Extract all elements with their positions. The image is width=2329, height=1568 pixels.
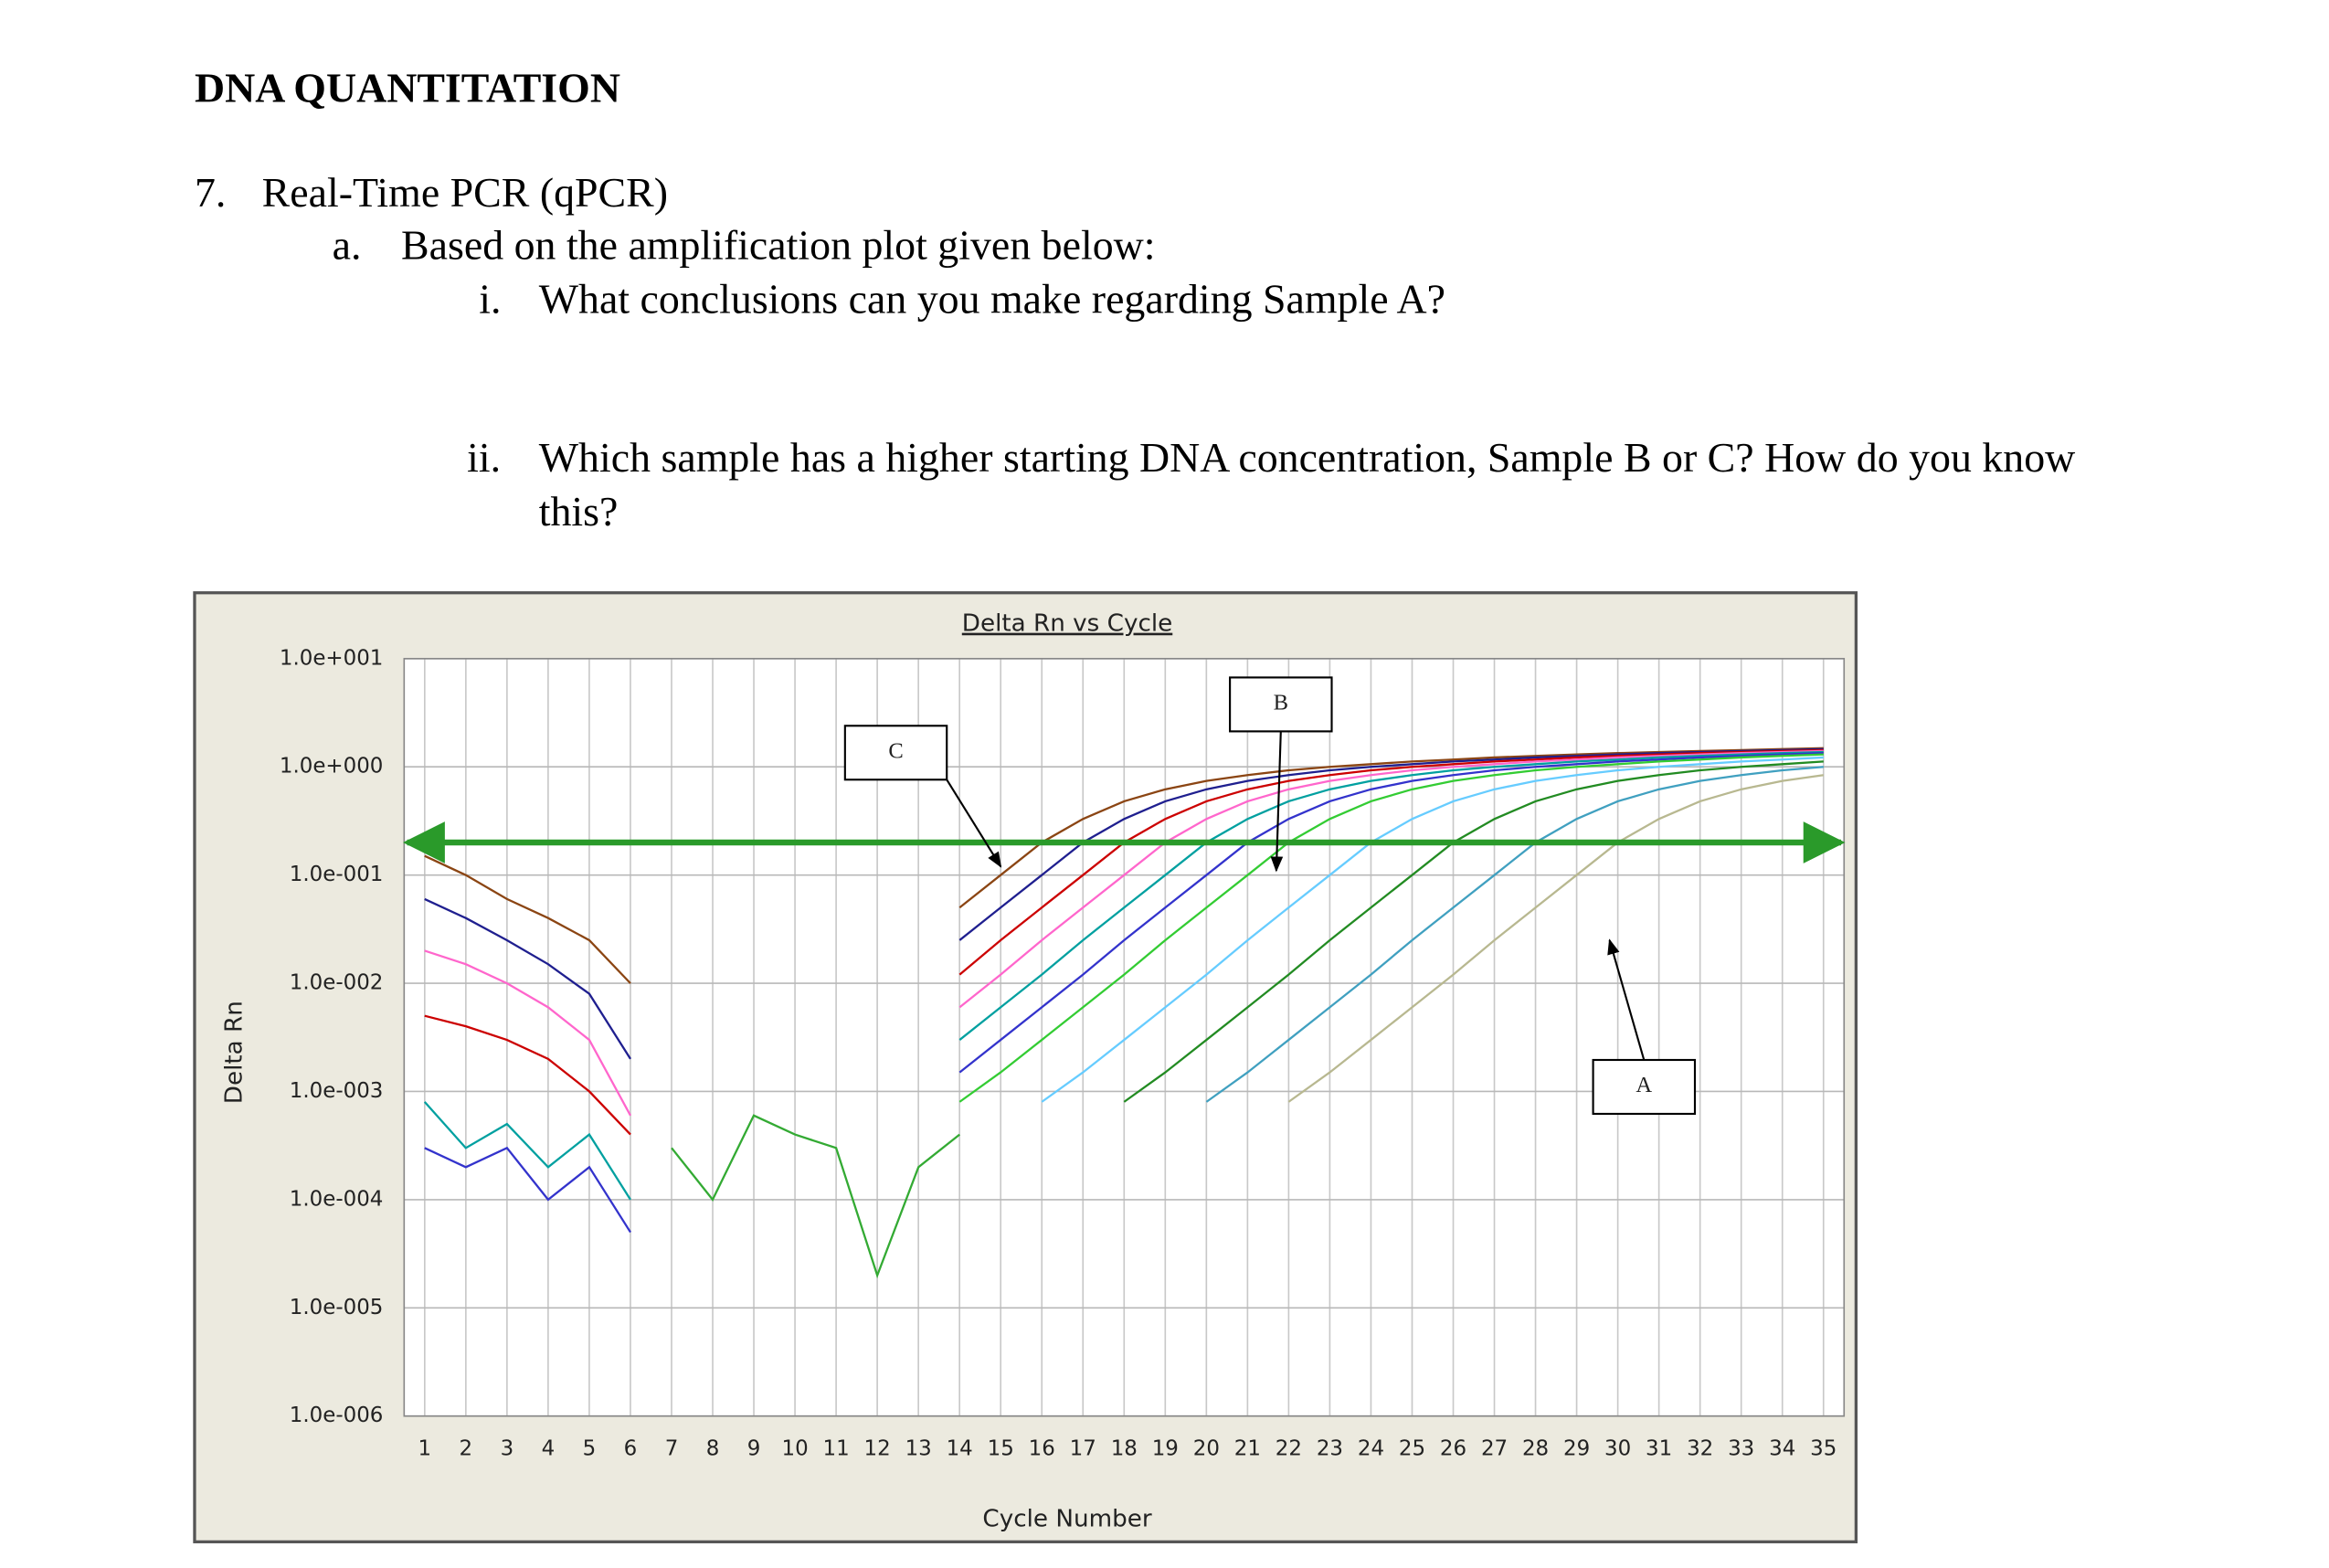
x-tick-label: 20 [1193,1436,1220,1460]
y-tick-label: 1.0e-006 [290,1404,384,1427]
question-number: 7. [194,170,227,217]
y-axis-label: Delta Rn [221,1001,249,1104]
x-tick-label: 9 [747,1436,761,1460]
x-tick-label: 5 [583,1436,597,1460]
x-tick-label: 33 [1728,1436,1754,1460]
x-tick-label: 4 [542,1436,556,1460]
series-line [1041,756,1824,1103]
series-line [671,1114,960,1279]
question-title: Real-Time PCR (qPCR) [261,170,669,217]
annotation-arrow [946,779,1002,868]
x-tick-label: 21 [1234,1436,1261,1460]
x-tick-label: 28 [1522,1436,1549,1460]
y-tick-label: 1.0e+000 [280,755,384,779]
plot-frame [403,657,1846,1417]
annotation-box [1229,676,1333,733]
annotation-arrow [1270,731,1284,873]
x-tick-label: 29 [1563,1436,1590,1460]
part-text: Based on the amplification plot given be… [401,223,1156,270]
x-tick-label: 17 [1070,1436,1096,1460]
x-tick-label: 25 [1399,1436,1425,1460]
series-line [424,752,1824,1234]
x-tick-label: 14 [947,1436,973,1460]
x-tick-label: 34 [1769,1436,1795,1460]
x-tick-label: 26 [1440,1436,1466,1460]
x-tick-label: 27 [1481,1436,1508,1460]
annotation-arrow [1607,938,1646,1061]
x-tick-label: 2 [460,1436,473,1460]
x-tick-label: 16 [1029,1436,1055,1460]
chart-title: Delta Rn vs Cycle [962,610,1172,638]
item-text: Which sample has a higher starting DNA c… [538,435,2076,536]
series-line [958,753,1824,1103]
x-tick-label: 30 [1604,1436,1631,1460]
annotation-label: C [888,738,903,763]
y-tick-label: 1.0e-004 [290,1187,384,1211]
annotation-box [843,725,948,781]
x-tick-label: 12 [864,1436,891,1460]
x-tick-label: 22 [1276,1436,1302,1460]
x-tick-label: 23 [1317,1436,1343,1460]
doc-title: DNA QUANTITATION [194,66,620,112]
x-tick-label: 18 [1111,1436,1138,1460]
y-tick-label: 1.0e-002 [290,971,384,995]
y-tick-label: 1.0e-001 [290,863,384,886]
item-label: i. [479,277,502,323]
x-tick-label: 10 [781,1436,808,1460]
x-tick-label: 32 [1687,1436,1713,1460]
annotation-label: A [1636,1073,1652,1097]
annotation-label: B [1274,691,1288,715]
y-tick-label: 1.0e-003 [290,1079,384,1103]
x-axis-label: Cycle Number [982,1505,1151,1532]
x-tick-label: 15 [988,1436,1014,1460]
series-line [1287,774,1824,1103]
x-tick-label: 35 [1810,1436,1837,1460]
x-tick-label: 6 [624,1436,638,1460]
x-tick-label: 24 [1358,1436,1384,1460]
annotation-box [1592,1058,1697,1116]
x-tick-label: 31 [1646,1436,1672,1460]
x-tick-label: 19 [1152,1436,1179,1460]
x-tick-label: 3 [501,1436,514,1460]
x-tick-label: 13 [905,1436,932,1460]
item-text: What conclusions can you make regarding … [538,277,1446,323]
x-tick-label: 1 [418,1436,432,1460]
y-tick-label: 1.0e+001 [280,646,384,670]
x-tick-label: 7 [665,1436,679,1460]
series-line [424,749,1824,1117]
x-tick-label: 11 [823,1436,850,1460]
item-label: ii. [467,435,502,482]
part-label: a. [332,223,362,270]
x-tick-label: 8 [706,1436,720,1460]
y-tick-label: 1.0e-005 [290,1296,384,1319]
series-line [423,750,1824,1201]
